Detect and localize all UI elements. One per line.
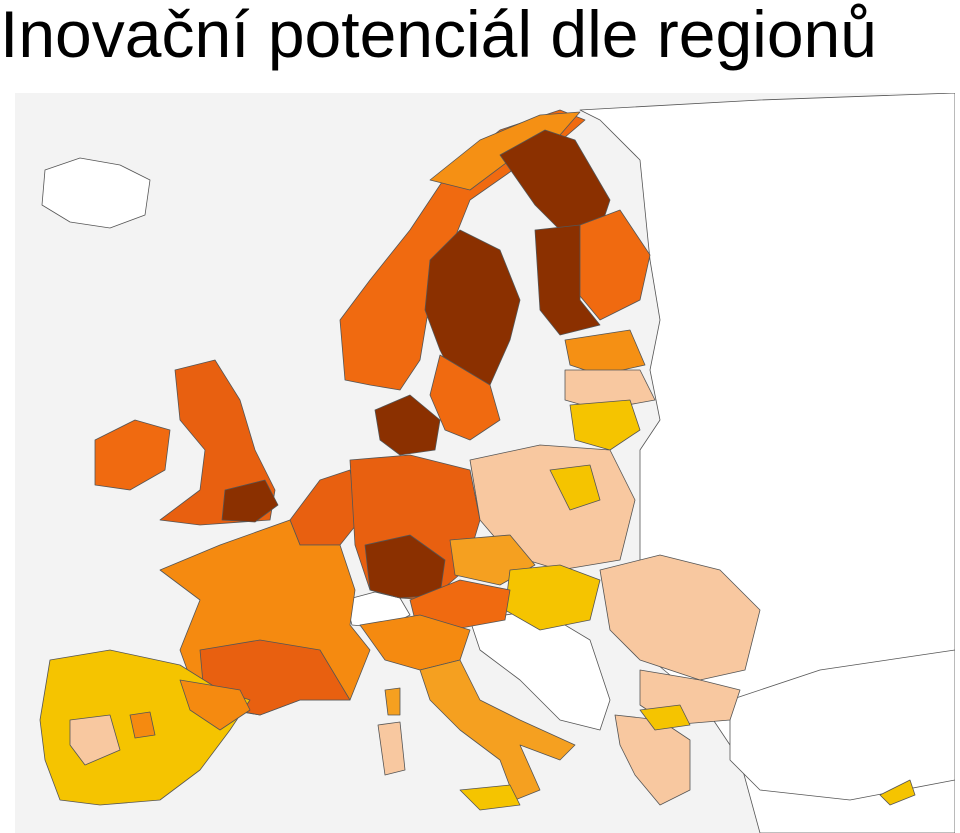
- catalonia: [179, 679, 251, 731]
- madrid: [69, 714, 121, 766]
- great-britain: [159, 359, 276, 526]
- romania: [599, 554, 761, 681]
- lithuania: [569, 399, 641, 451]
- corsica: [384, 687, 401, 716]
- slide-title: Inovační potenciál dle regionů: [0, 0, 877, 71]
- poland-centre: [549, 464, 601, 511]
- sardinia: [377, 721, 406, 776]
- region-map: [15, 93, 955, 833]
- finland-south: [534, 224, 601, 336]
- sicily: [459, 784, 521, 811]
- cyprus: [879, 779, 916, 806]
- madrid-region: [129, 711, 156, 739]
- denmark: [374, 394, 441, 456]
- sweden-north: [424, 229, 521, 391]
- greece-north: [639, 704, 691, 731]
- italy-south: [419, 659, 576, 801]
- ireland: [94, 419, 171, 491]
- iceland: [41, 157, 151, 229]
- finland-north: [499, 129, 611, 231]
- sweden-south: [429, 354, 501, 441]
- london: [221, 479, 279, 523]
